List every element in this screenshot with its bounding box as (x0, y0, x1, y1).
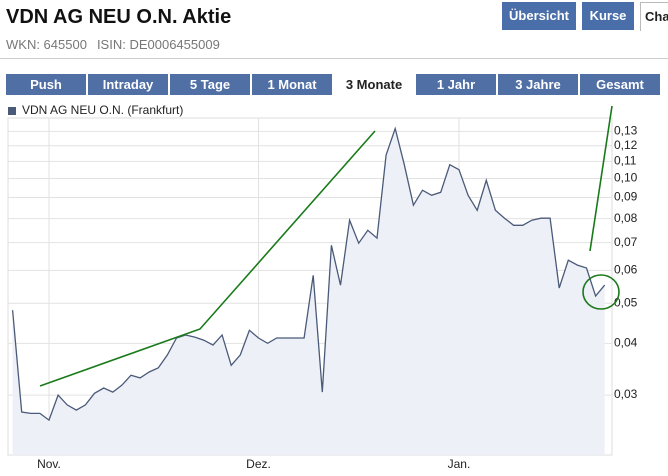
x-tick-label: Jan. (448, 457, 471, 471)
y-tick-label: 0,05 (614, 295, 638, 309)
nav-button[interactable]: Übersicht (502, 2, 576, 30)
page-title: VDN AG NEU O.N. Aktie (6, 6, 232, 28)
legend-swatch (8, 107, 16, 115)
y-tick-label: 0,08 (614, 211, 638, 225)
x-tick-label: Dez. (246, 457, 271, 471)
chart: 0,03 0,04 0,05 0,06 0,07 0,08 0,09 0,10 0,11 0,12… (7, 103, 638, 471)
y-tick-label: 0,06 (614, 263, 638, 277)
tab[interactable]: 1 Jahr (416, 74, 496, 95)
annotation-line (589, 105, 613, 252)
nav-button[interactable]: Kurse (582, 2, 634, 30)
security-ids: WKN: 645500 ISIN: DE0006455009 (6, 37, 230, 52)
tab[interactable]: 3 Monate (334, 74, 414, 95)
y-tick-label: 0,09 (614, 190, 638, 204)
tab[interactable]: Gesamt (580, 74, 660, 95)
y-tick-label: 0,04 (614, 336, 638, 350)
tab[interactable]: Intraday (88, 74, 168, 95)
y-tick-label: 0,03 (614, 387, 638, 401)
wkn: WKN: 645500 (6, 37, 87, 52)
divider (0, 58, 668, 59)
nav-button[interactable]: Cha (640, 2, 668, 31)
x-tick-label: Nov. (37, 457, 61, 471)
y-tick-label: 0,10 (614, 171, 638, 185)
annotation-circle (582, 274, 620, 310)
annotation-line (39, 130, 376, 387)
y-tick-label: 0,12 (614, 138, 638, 152)
tab[interactable]: 1 Monat (252, 74, 332, 95)
tab[interactable]: 5 Tage (170, 74, 250, 95)
y-tick-label: 0,07 (614, 235, 638, 249)
period-tabs: Push Intraday 5 Tage 1 Monat 3 Monate 1 … (6, 74, 668, 95)
y-tick-label: 0,13 (614, 124, 638, 138)
legend-label: VDN AG NEU O.N. (Frankfurt) (22, 103, 183, 117)
y-tick-label: 0,11 (614, 154, 637, 168)
price-line (11, 126, 606, 422)
area (12, 128, 605, 455)
isin: ISIN: DE0006455009 (96, 37, 220, 52)
tab[interactable]: 3 Jahre (498, 74, 578, 95)
tab[interactable]: Push (6, 74, 86, 95)
